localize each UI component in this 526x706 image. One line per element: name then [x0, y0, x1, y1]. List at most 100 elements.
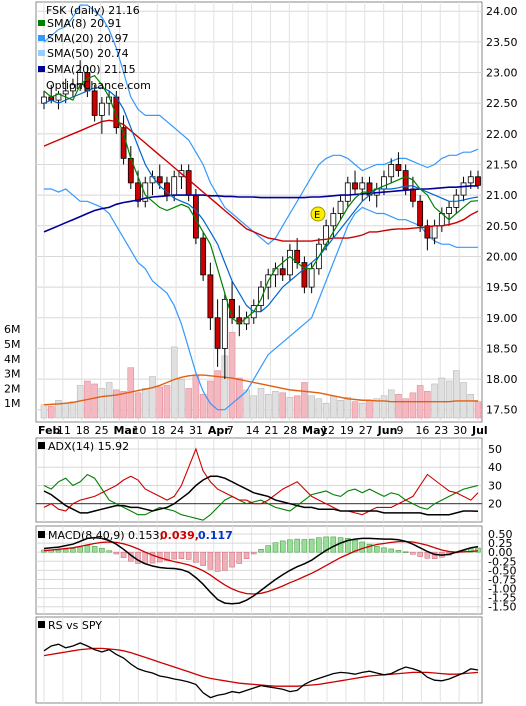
macd-histogram-bar [164, 551, 170, 561]
macd-tick-label: -1.50 [488, 601, 516, 614]
volume-bar [460, 382, 467, 419]
volume-bar [337, 399, 344, 419]
volume-bar [387, 389, 395, 419]
volume-bar [98, 388, 106, 419]
x-tick-label: 30 [453, 424, 467, 437]
x-tick-label: 25 [95, 424, 109, 437]
volume-bar [359, 402, 366, 419]
candle-body [475, 176, 481, 186]
rs-panel [35, 616, 483, 704]
watermark: OptionChance.com [46, 79, 151, 92]
volume-bar [308, 395, 315, 419]
macd-histogram-bar [229, 551, 235, 568]
volume-bar [366, 399, 373, 419]
volume-bar [438, 377, 446, 419]
bollinger-lower-line [44, 188, 478, 411]
volume-bar [344, 397, 352, 419]
macd-histogram-bar [113, 551, 120, 555]
macd-tick-label: 0.50 [488, 528, 513, 541]
macd-swatch [38, 531, 45, 538]
macd-histogram-bar [395, 550, 402, 553]
volume-bar [272, 391, 279, 419]
volume-bar [286, 397, 294, 419]
volume-bar [431, 383, 438, 419]
volume-bar [474, 401, 482, 419]
x-tick-label: May [302, 424, 327, 437]
volume-bar [228, 331, 236, 419]
macd-histogram-bar [294, 538, 300, 553]
candle-body [359, 182, 366, 190]
volume-bar [142, 388, 149, 419]
x-tick-label: 9 [397, 424, 404, 437]
minus-di-line [43, 447, 479, 516]
macd-tick-label: -0.50 [488, 564, 516, 577]
legend-swatch-sma8 [38, 20, 45, 26]
x-tick-label: 10 [132, 424, 146, 437]
macd-histogram-bar [417, 551, 423, 557]
price-tick-label: 21.50 [486, 158, 518, 171]
macd-histogram-bar [272, 542, 279, 553]
macd-signal-value: 0.039, [160, 529, 199, 542]
macd-histogram-bar [251, 551, 257, 555]
legend-swatch-sma20 [38, 35, 45, 41]
volume-tick-label: 6M [4, 323, 21, 336]
earnings-marker: E [310, 206, 326, 222]
macd-histogram-bar [207, 551, 214, 570]
volume-bar [214, 370, 221, 419]
price-tick-label: 23.50 [486, 36, 518, 49]
volume-bar [185, 388, 192, 419]
macd-histogram-bar [345, 538, 351, 553]
sma8-line [43, 74, 479, 325]
candle-body [98, 102, 105, 116]
volume-bar [149, 376, 156, 419]
adx-tick-label: 30 [488, 479, 502, 492]
candle-body [91, 90, 98, 116]
legend-sma8: SMA(8) 20.91 [47, 17, 122, 30]
candle-body [344, 182, 351, 202]
macd-histogram-bar [366, 543, 373, 553]
macd-histogram-bar [70, 548, 76, 553]
candle-body [70, 84, 76, 92]
price-tick-label: 23.00 [486, 67, 518, 80]
x-tick-label: 24 [170, 424, 184, 437]
x-tick-label: 18 [151, 424, 165, 437]
price-tick-label: 19.50 [486, 281, 518, 294]
bollinger-upper-line [43, 4, 479, 245]
macd-histogram-bar [91, 546, 98, 553]
earnings-marker-label: E [314, 210, 320, 221]
macd-histogram-bar [402, 551, 409, 553]
macd-histogram-bar [258, 549, 264, 553]
volume-bar [453, 370, 460, 419]
x-tick-label: 14 [246, 424, 260, 437]
macd-histogram-bar [222, 551, 228, 571]
x-tick-label: Mar [113, 424, 137, 437]
candle-body [301, 262, 308, 288]
x-tick-label: Feb [38, 424, 61, 437]
rs-swatch [38, 621, 45, 628]
adx-tick-label: 50 [488, 443, 502, 456]
macd-tick-label: -0.25 [488, 555, 516, 568]
macd-histogram-bar [185, 551, 192, 560]
x-tick-label: 11 [57, 424, 71, 437]
sma200-line [43, 185, 478, 233]
sma20-line [43, 87, 479, 313]
candle-body [135, 182, 141, 202]
macd-histogram-bar [279, 540, 286, 553]
macd-histogram-bar [308, 538, 315, 553]
candle-body [330, 213, 337, 227]
volume-bar [293, 395, 301, 419]
adx-title: ADX(14) 15.92 [48, 440, 129, 453]
x-tick-label: Apr [208, 424, 230, 437]
macd-tick-label: -1.00 [488, 583, 516, 596]
macd-histogram-bar [214, 551, 221, 572]
x-tick-label: 7 [227, 424, 234, 437]
volume-bar [373, 398, 380, 419]
x-tick-label: 21 [264, 424, 278, 437]
x-tick-label: 28 [283, 424, 297, 437]
x-tick-label: Jul [471, 424, 488, 437]
macd-histogram-bar [424, 551, 431, 559]
macd-histogram-bar [149, 551, 156, 564]
volume-bar [243, 389, 250, 419]
price-tick-label: 21.00 [486, 189, 518, 202]
